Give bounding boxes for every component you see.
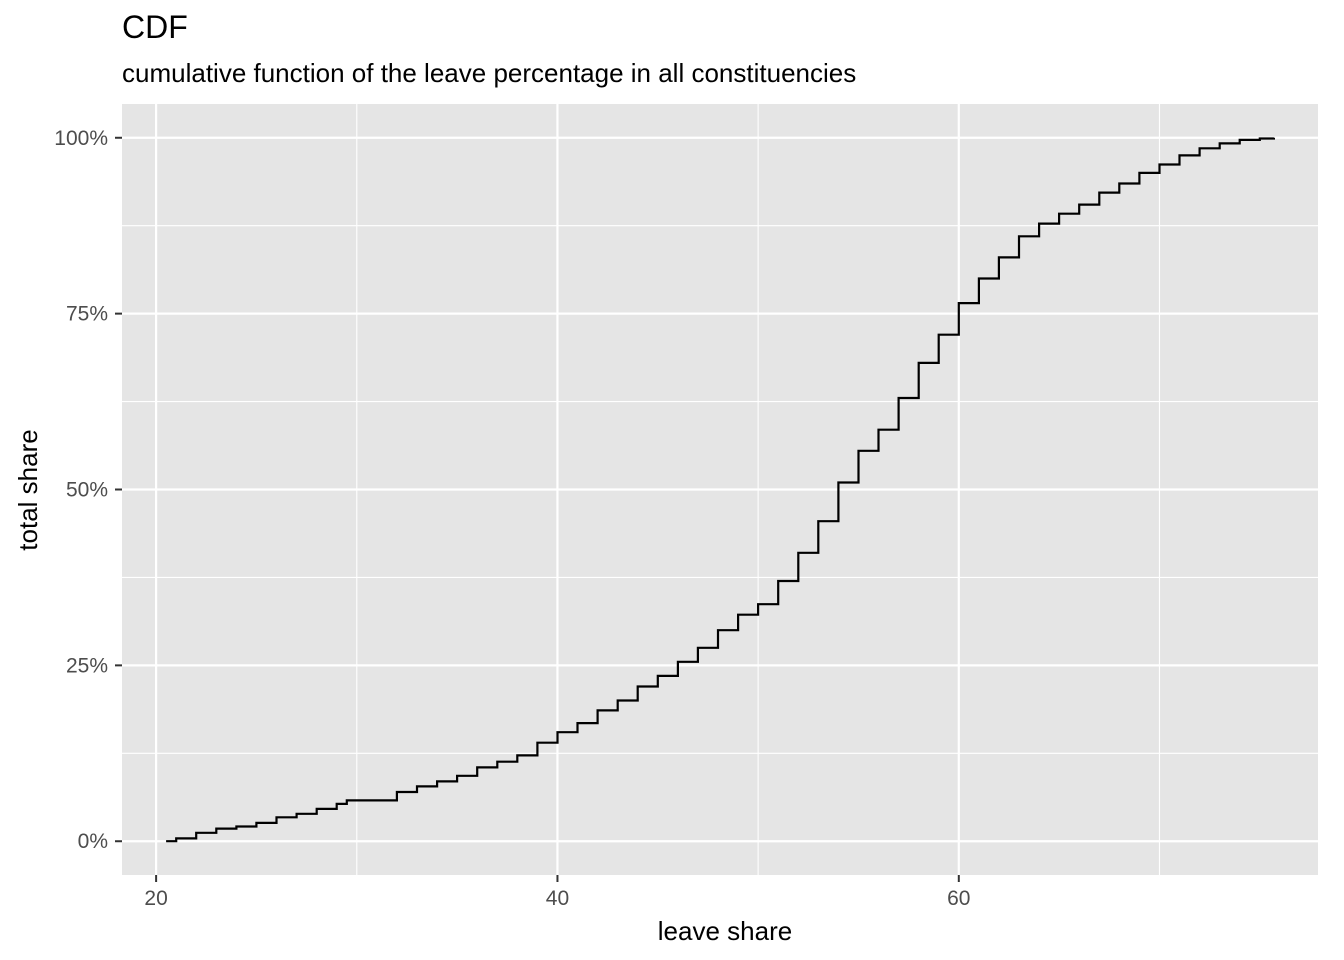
cdf-line	[166, 137, 1275, 843]
y-tick-label: 50%	[66, 479, 108, 502]
y-axis-ticks: 0% 25% 50% 75% 100%	[54, 127, 122, 853]
y-tick-label: 0%	[78, 830, 108, 853]
x-tick-label: 20	[144, 887, 167, 910]
series-layer	[166, 137, 1275, 843]
y-tick-label: 25%	[66, 654, 108, 677]
x-tick-label: 40	[546, 887, 569, 910]
y-tick-label: 75%	[66, 303, 108, 326]
major-gridlines	[122, 104, 1318, 875]
chart-subtitle: cumulative function of the leave percent…	[122, 58, 856, 88]
x-axis-ticks: 20 40 60	[144, 875, 970, 910]
y-tick-label: 100%	[54, 127, 108, 150]
chart-title: CDF	[122, 9, 188, 45]
y-axis-title: total share	[13, 429, 43, 550]
x-axis-title: leave share	[658, 916, 792, 946]
x-tick-label: 60	[947, 887, 970, 910]
